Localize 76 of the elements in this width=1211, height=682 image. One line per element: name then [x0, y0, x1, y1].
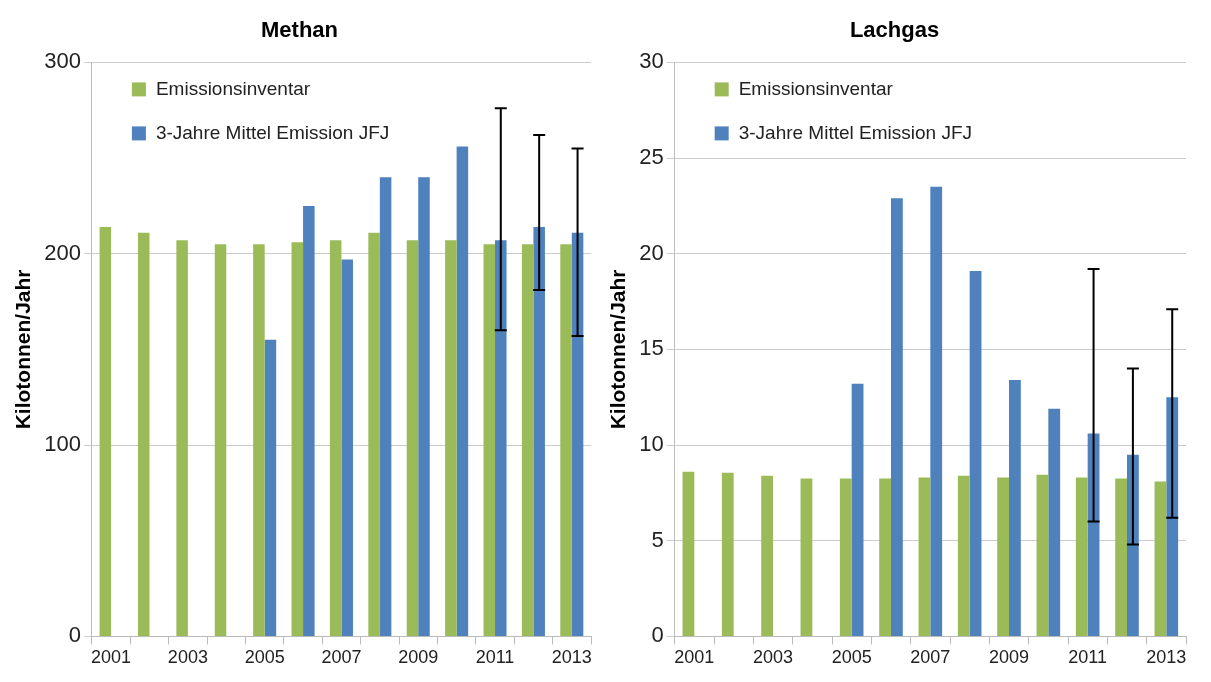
bar [253, 244, 265, 636]
legend-label: Emissionsinventar [155, 77, 311, 99]
y-tick-label: 30 [639, 48, 664, 74]
x-tick-label: 2003 [167, 647, 208, 668]
bar [99, 226, 112, 636]
x-tick-label: 2007 [321, 647, 362, 668]
x-tick-label: 2011 [475, 647, 515, 668]
bar [533, 226, 545, 636]
bar [341, 259, 353, 636]
bar [930, 186, 943, 636]
bar [214, 244, 227, 636]
bar [176, 240, 188, 636]
x-tick-label: 2001 [91, 647, 132, 668]
x-tick-label: 2009 [988, 647, 1030, 668]
y-tick-label: 20 [639, 239, 664, 265]
bar [560, 244, 572, 636]
chart-title: Lachgas [849, 17, 940, 43]
bar [521, 244, 534, 636]
bar [957, 475, 970, 636]
bar [1009, 380, 1021, 636]
x-tick-label: 2011 [1068, 647, 1108, 668]
bar [495, 240, 507, 636]
x-tick-label: 2009 [398, 647, 439, 668]
bar [291, 242, 304, 636]
legend-label: 3-Jahre Mittel Emission JFJ [155, 121, 390, 143]
bar [891, 198, 903, 636]
y-tick-label: 300 [44, 48, 81, 74]
x-tick-label: 2013 [551, 647, 592, 668]
bar [483, 244, 496, 636]
bar [406, 240, 419, 636]
bar [1127, 454, 1139, 636]
bar [137, 232, 150, 636]
bar [303, 205, 315, 636]
bar [1075, 477, 1088, 636]
bar [1048, 408, 1061, 636]
bar [379, 177, 392, 636]
bar [969, 270, 982, 636]
bar [368, 232, 380, 636]
y-tick-label: 10 [639, 431, 664, 457]
bar [839, 478, 852, 636]
y-tick-label: 100 [44, 431, 81, 457]
bar [721, 472, 734, 636]
bar [800, 478, 813, 636]
x-tick-label: 2005 [244, 647, 285, 668]
legend-label: 3-Jahre Mittel Emission JFJ [738, 121, 973, 143]
bar [1036, 474, 1049, 636]
bar [1115, 478, 1127, 636]
x-tick-label: 2007 [910, 647, 951, 668]
y-tick-label: 0 [68, 622, 81, 648]
chart-title: Methan [261, 17, 338, 43]
y-tick-label: 0 [651, 622, 664, 648]
bar [918, 477, 931, 636]
bar [761, 475, 773, 636]
x-tick-label: 2003 [752, 647, 794, 668]
legend-label: Emissionsinventar [738, 77, 894, 99]
y-tick-label: 5 [651, 526, 664, 552]
bar [997, 477, 1009, 636]
bar [418, 177, 430, 636]
bar [456, 146, 469, 636]
y-tick-label: 25 [639, 144, 664, 170]
y-axis-title: Kilotonnen/Jahr [11, 269, 35, 430]
bar [851, 383, 864, 636]
x-tick-label: 2013 [1146, 647, 1187, 668]
y-tick-label: 200 [44, 239, 81, 265]
bar [329, 240, 342, 636]
bar [1154, 481, 1167, 636]
bar [879, 478, 891, 636]
bar [571, 232, 584, 636]
bar [682, 471, 695, 636]
bar [445, 240, 457, 636]
bar [264, 339, 277, 636]
x-tick-label: 2005 [831, 647, 872, 668]
bar [1166, 397, 1179, 636]
y-axis-title: Kilotonnen/Jahr [606, 269, 630, 430]
x-tick-label: 2001 [674, 647, 715, 668]
y-tick-label: 15 [639, 335, 664, 361]
